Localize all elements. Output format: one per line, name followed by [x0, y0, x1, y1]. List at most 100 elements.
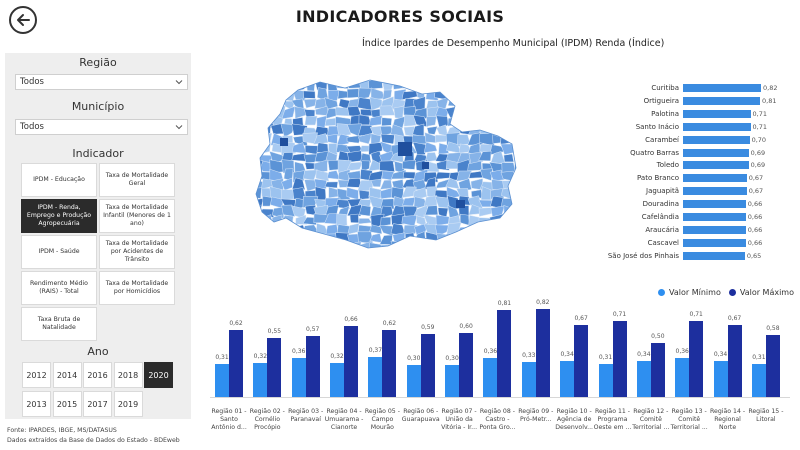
municipality-shape[interactable]: [270, 252, 284, 258]
municipality-shape[interactable]: [304, 115, 318, 126]
municipality-shape[interactable]: [478, 199, 494, 208]
municipality-shape[interactable]: [500, 81, 515, 91]
year-option-2013[interactable]: 2013: [22, 391, 51, 417]
municipality-shape[interactable]: [259, 106, 271, 117]
ranking-row[interactable]: Ortigueira 0,81: [600, 95, 800, 107]
indicador-option[interactable]: Taxa de Mortalidade por Acidentes de Trâ…: [99, 235, 175, 269]
municipality-shape[interactable]: [259, 72, 274, 83]
ranking-row[interactable]: Curitiba 0,82: [600, 82, 800, 94]
municipality-shape[interactable]: [491, 250, 503, 258]
municipality-shape[interactable]: [398, 142, 412, 156]
municipality-shape[interactable]: [358, 132, 373, 145]
municipality-shape[interactable]: [412, 115, 429, 128]
municipality-shape[interactable]: [512, 198, 520, 210]
municipality-shape[interactable]: [250, 133, 264, 143]
municipality-shape[interactable]: [511, 97, 520, 109]
municipality-shape[interactable]: [327, 90, 340, 101]
municipality-shape[interactable]: [324, 97, 338, 110]
municipality-shape[interactable]: [314, 178, 327, 189]
municipality-shape[interactable]: [346, 72, 360, 83]
municipality-shape[interactable]: [251, 197, 264, 210]
ranking-bar[interactable]: [683, 84, 761, 92]
municipality-shape[interactable]: [381, 117, 392, 127]
municipality-shape[interactable]: [468, 89, 483, 98]
municipality-shape[interactable]: [250, 80, 262, 91]
municipality-shape[interactable]: [425, 252, 438, 258]
municipality-shape[interactable]: [328, 254, 340, 258]
bar-max[interactable]: [574, 325, 589, 397]
bar-max[interactable]: [535, 309, 550, 397]
municipality-shape[interactable]: [513, 159, 520, 174]
municipality-shape[interactable]: [511, 72, 520, 82]
year-option-2015[interactable]: 2015: [52, 391, 82, 417]
municipality-shape[interactable]: [424, 205, 439, 216]
municipality-shape[interactable]: [460, 81, 469, 91]
ranking-row[interactable]: Cascavel 0,66: [600, 237, 800, 249]
municipality-shape[interactable]: [369, 252, 381, 258]
year-option-2014[interactable]: 2014: [52, 362, 82, 388]
municipality-shape[interactable]: [259, 251, 271, 258]
municipality-shape[interactable]: [481, 252, 494, 258]
municipality-shape[interactable]: [280, 244, 297, 254]
municipality-shape[interactable]: [346, 161, 363, 172]
municipality-shape[interactable]: [251, 142, 263, 156]
municipality-shape[interactable]: [514, 250, 520, 258]
municipality-shape[interactable]: [514, 234, 520, 246]
municipality-shape[interactable]: [281, 177, 293, 191]
bar-min[interactable]: [713, 360, 728, 397]
bar-min[interactable]: [368, 357, 383, 397]
municipality-shape[interactable]: [380, 74, 392, 79]
municipality-shape[interactable]: [469, 72, 484, 83]
municipality-shape[interactable]: [262, 87, 271, 99]
municipality-shape[interactable]: [503, 90, 516, 98]
municipality-shape[interactable]: [501, 224, 514, 237]
municipality-shape[interactable]: [512, 142, 520, 153]
municipality-shape[interactable]: [280, 123, 296, 138]
parana-map[interactable]: [250, 72, 520, 258]
municipality-shape[interactable]: [501, 215, 516, 227]
municipality-shape[interactable]: [489, 114, 506, 127]
municipality-shape[interactable]: [250, 231, 263, 245]
municipality-shape[interactable]: [380, 133, 395, 145]
municipality-shape[interactable]: [358, 205, 371, 217]
bar-min[interactable]: [445, 364, 460, 397]
municipality-shape[interactable]: [291, 72, 305, 84]
municipality-shape[interactable]: [503, 241, 516, 254]
municipality-shape[interactable]: [402, 250, 415, 258]
municipality-shape[interactable]: [480, 186, 494, 201]
ranking-row[interactable]: Cafelândia 0,66: [600, 211, 800, 223]
municipality-shape[interactable]: [445, 72, 462, 84]
municipality-shape[interactable]: [280, 82, 296, 90]
municipality-shape[interactable]: [478, 89, 494, 99]
municipality-shape[interactable]: [346, 135, 363, 144]
municipality-shape[interactable]: [512, 134, 520, 146]
municipality-shape[interactable]: [480, 72, 494, 83]
municipality-shape[interactable]: [478, 150, 492, 162]
municipality-shape[interactable]: [303, 243, 318, 253]
municipality-shape[interactable]: [368, 142, 383, 156]
municipality-shape[interactable]: [490, 233, 504, 244]
municipality-shape[interactable]: [250, 222, 264, 237]
municipality-shape[interactable]: [337, 150, 352, 163]
indicador-option[interactable]: Taxa Bruta de Natalidade: [21, 307, 97, 341]
municipality-shape[interactable]: [425, 116, 437, 127]
municipality-shape[interactable]: [423, 79, 437, 90]
municipality-shape[interactable]: [513, 205, 520, 219]
municipality-shape[interactable]: [302, 217, 317, 226]
bar-min[interactable]: [483, 358, 498, 397]
municipality-shape[interactable]: [467, 105, 483, 119]
municipality-shape[interactable]: [358, 114, 372, 126]
ranking-bar[interactable]: [683, 213, 746, 221]
ranking-row[interactable]: Toledo 0,69: [600, 159, 800, 171]
municipality-shape[interactable]: [436, 80, 451, 92]
municipality-shape[interactable]: [348, 253, 360, 258]
bar-min[interactable]: [330, 362, 345, 397]
ranking-bar[interactable]: [683, 109, 751, 118]
municipality-shape[interactable]: [292, 240, 307, 255]
municipality-shape[interactable]: [447, 117, 460, 127]
municipality-shape[interactable]: [489, 89, 505, 101]
municipality-shape[interactable]: [291, 142, 307, 154]
municipality-shape[interactable]: [512, 213, 520, 228]
year-option-2018[interactable]: 2018: [113, 362, 143, 388]
municipality-shape[interactable]: [426, 126, 438, 135]
